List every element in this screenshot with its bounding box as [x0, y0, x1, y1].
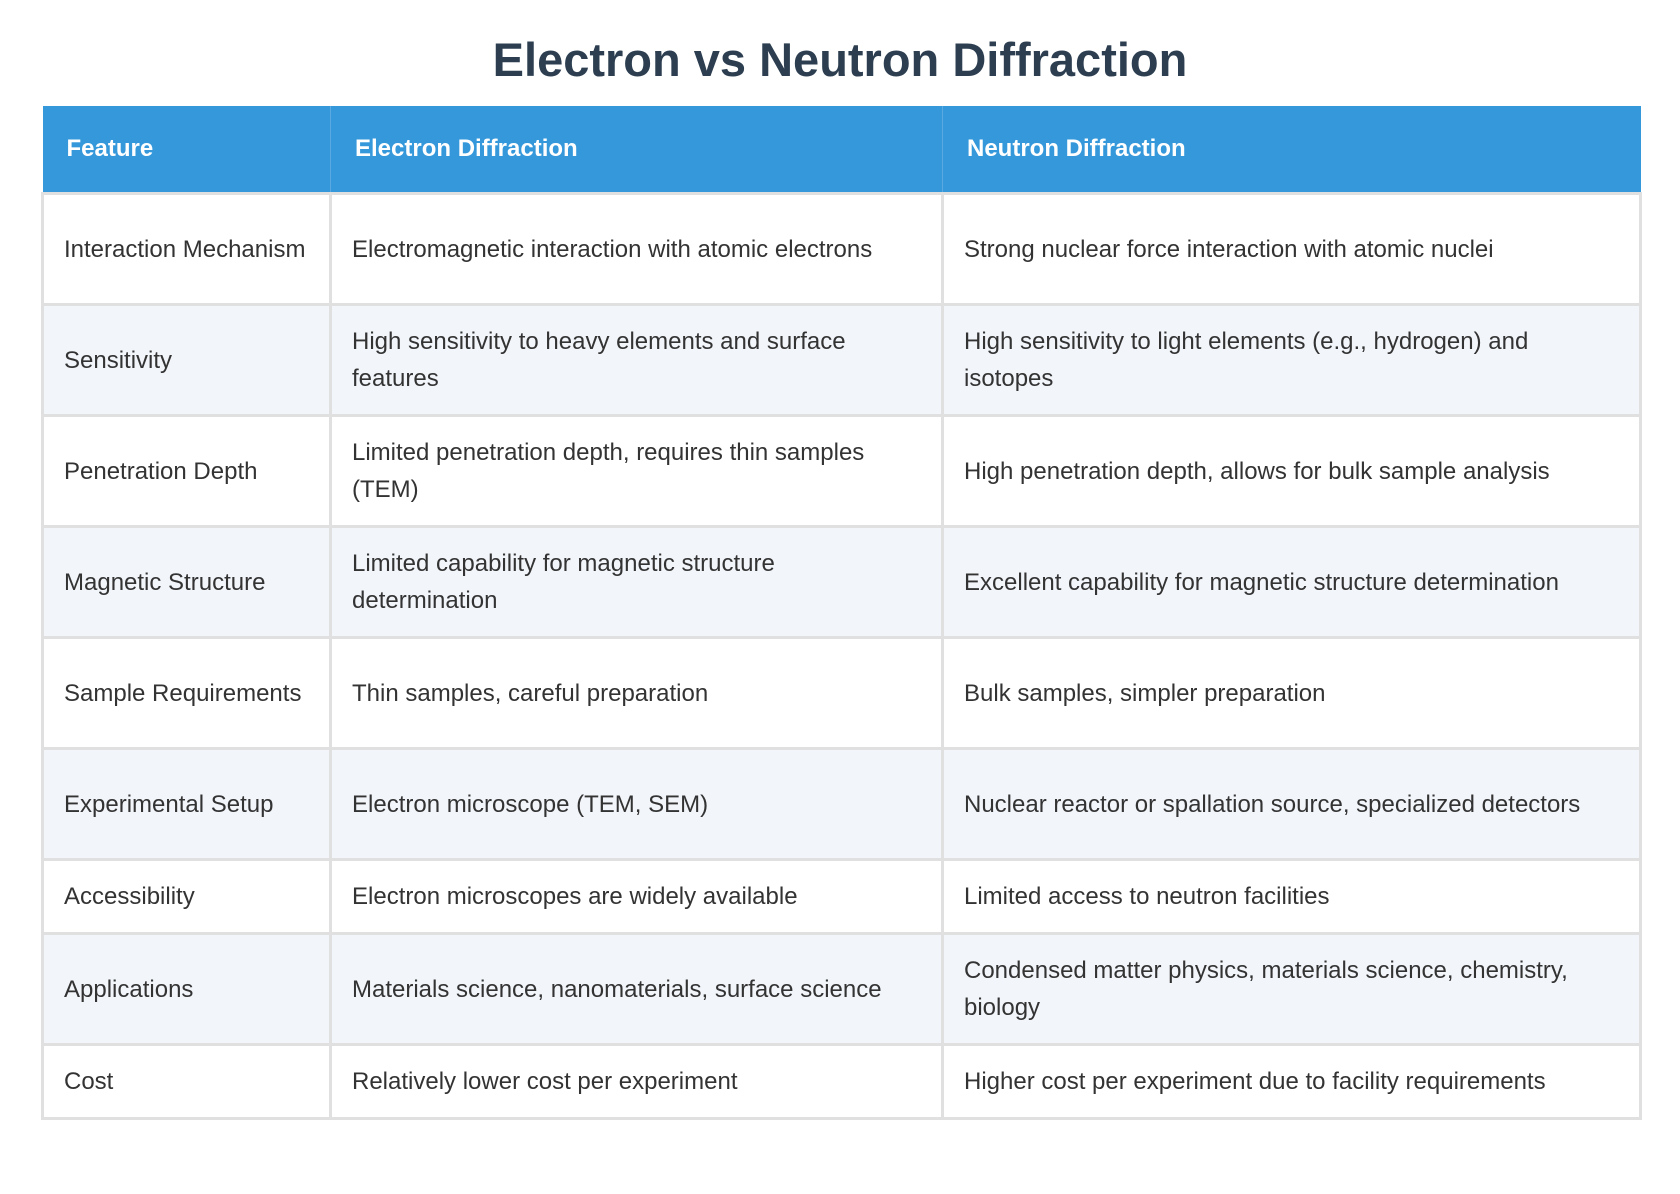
table-row: Penetration Depth Limited penetration dep… — [41, 414, 1642, 528]
neutron-cell: Strong nuclear force interaction with at… — [941, 192, 1642, 306]
electron-cell: Electron microscopes are widely availabl… — [329, 858, 944, 935]
table-row: Experimental Setup Electron microscope (T… — [41, 747, 1642, 861]
feature-cell: Applications — [41, 932, 332, 1046]
table-header-row: Feature Electron Diffraction Neutron Dif… — [42, 106, 1641, 194]
feature-cell: Interaction Mechanism — [41, 192, 332, 306]
electron-cell: Thin samples, careful preparation — [329, 636, 944, 750]
table-row: Magnetic Structure Limited capability for… — [41, 525, 1642, 639]
feature-cell: Magnetic Structure — [41, 525, 332, 639]
feature-cell: Experimental Setup — [41, 747, 332, 861]
feature-cell: Sensitivity — [41, 303, 332, 417]
neutron-cell: Bulk samples, simpler preparation — [941, 636, 1642, 750]
electron-cell: Electron microscope (TEM, SEM) — [329, 747, 944, 861]
electron-cell: Relatively lower cost per experiment — [329, 1043, 944, 1120]
feature-cell: Penetration Depth — [41, 414, 332, 528]
feature-cell: Accessibility — [41, 858, 332, 935]
header-neutron: Neutron Diffraction — [942, 106, 1641, 194]
header-feature: Feature — [42, 106, 331, 194]
table-row: Sample Requirements Thin samples, careful… — [41, 636, 1642, 750]
neutron-cell: High sensitivity to light elements (e.g.… — [941, 303, 1642, 417]
electron-cell: Limited capability for magnetic structur… — [329, 525, 944, 639]
neutron-cell: Nuclear reactor or spallation source, sp… — [941, 747, 1642, 861]
electron-cell: Limited penetration depth, requires thin… — [329, 414, 944, 528]
neutron-cell: Excellent capability for magnetic struct… — [941, 525, 1642, 639]
neutron-cell: Condensed matter physics, materials scie… — [941, 932, 1642, 1046]
feature-cell: Sample Requirements — [41, 636, 332, 750]
feature-cell: Cost — [41, 1043, 332, 1120]
electron-cell: Materials science, nanomaterials, surfac… — [329, 932, 944, 1046]
electron-cell: Electromagnetic interaction with atomic … — [329, 192, 944, 306]
table-row: Interaction Mechanism Electromagnetic int… — [41, 192, 1642, 306]
electron-cell: High sensitivity to heavy elements and s… — [329, 303, 944, 417]
comparison-table: Feature Electron Diffraction Neutron Dif… — [41, 106, 1642, 1120]
table-row: Accessibility Electron microscopes are wi… — [41, 858, 1642, 935]
neutron-cell: Higher cost per experiment due to facili… — [941, 1043, 1642, 1120]
neutron-cell: Limited access to neutron facilities — [941, 858, 1642, 935]
table-row: Cost Relatively lower cost per experiment… — [41, 1043, 1642, 1120]
table-row: Applications Materials science, nanomater… — [41, 932, 1642, 1046]
table-row: Sensitivity High sensitivity to heavy ele… — [41, 303, 1642, 417]
header-electron: Electron Diffraction — [330, 106, 943, 194]
page-title: Electron vs Neutron Diffraction — [492, 33, 1188, 86]
neutron-cell: High penetration depth, allows for bulk … — [941, 414, 1642, 528]
